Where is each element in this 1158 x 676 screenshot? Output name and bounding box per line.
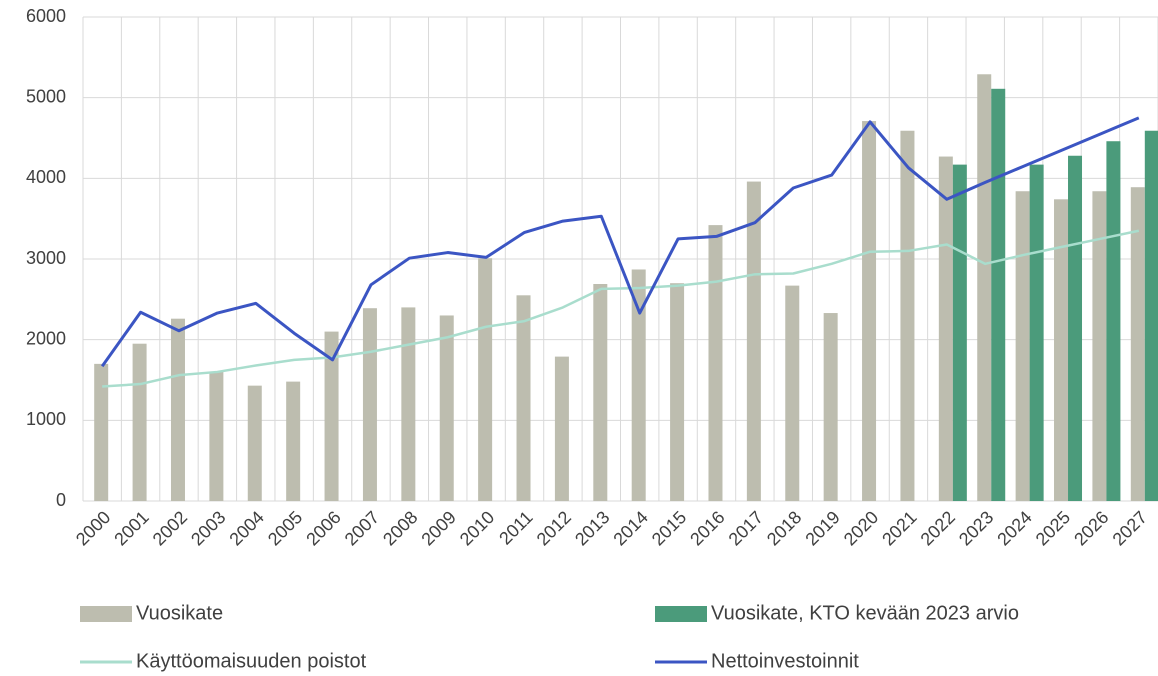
bar — [785, 285, 800, 501]
legend-swatch — [655, 606, 707, 622]
x-tick-label: 2001 — [110, 507, 152, 549]
x-tick-label: 2014 — [609, 507, 651, 549]
bar — [631, 269, 646, 501]
y-tick-label: 5000 — [26, 86, 66, 106]
bar — [1068, 155, 1083, 501]
x-tick-label: 2021 — [878, 507, 920, 549]
bar — [170, 318, 185, 501]
y-tick-label: 3000 — [26, 248, 66, 268]
bar — [401, 307, 416, 501]
bar — [1029, 164, 1044, 501]
bar — [94, 363, 109, 501]
x-tick-label: 2019 — [801, 507, 843, 549]
x-tick-label: 2017 — [725, 507, 767, 549]
y-tick-label: 1000 — [26, 409, 66, 429]
bar — [952, 164, 967, 501]
x-tick-label: 2006 — [302, 507, 344, 549]
x-tick-label: 2027 — [1109, 507, 1151, 549]
bar — [1130, 187, 1145, 501]
bar — [900, 130, 915, 502]
line — [102, 229, 1140, 388]
y-tick-label: 6000 — [26, 6, 66, 26]
x-tick-label: 2025 — [1032, 507, 1074, 549]
x-tick-label: 2026 — [1070, 507, 1112, 549]
legend-label: Vuosikate, KTO kevään 2023 arvio — [711, 602, 1019, 624]
x-tick-label: 2016 — [686, 507, 728, 549]
bar — [209, 371, 224, 501]
x-tick-label: 2003 — [187, 507, 229, 549]
bar — [478, 258, 493, 501]
bar — [1092, 191, 1107, 502]
x-tick-label: 2022 — [917, 507, 959, 549]
bar — [823, 313, 838, 501]
bar — [1015, 191, 1030, 502]
y-tick-label: 2000 — [26, 328, 66, 348]
bar — [1054, 199, 1069, 501]
bar — [670, 283, 685, 501]
bar — [362, 308, 377, 501]
x-tick-label: 2011 — [495, 507, 537, 549]
x-tick-label: 2018 — [763, 507, 805, 549]
line — [100, 116, 1140, 368]
x-tick-label: 2024 — [993, 507, 1035, 549]
x-tick-label: 2005 — [264, 507, 306, 549]
bar — [593, 284, 608, 501]
x-tick-label: 2007 — [341, 507, 383, 549]
bar — [132, 343, 147, 501]
bar — [938, 156, 953, 501]
x-tick-label: 2002 — [149, 507, 191, 549]
bar — [516, 295, 531, 501]
bar — [991, 88, 1006, 501]
bar — [286, 381, 301, 501]
x-tick-label: 2008 — [379, 507, 421, 549]
x-tick-label: 2020 — [840, 507, 882, 549]
bar — [708, 225, 723, 501]
legend-label: Nettoinvestoinnit — [711, 650, 859, 672]
bar — [439, 315, 454, 501]
bar — [247, 385, 262, 501]
bar — [977, 74, 992, 502]
y-tick-label: 0 — [56, 490, 66, 510]
bar — [862, 121, 877, 501]
y-tick-label: 4000 — [26, 167, 66, 187]
x-tick-label: 2015 — [648, 507, 690, 549]
legend-label: Vuosikate — [136, 602, 223, 624]
x-tick-label: 2000 — [72, 507, 114, 549]
legend-label: Käyttöomaisuuden poistot — [136, 650, 367, 672]
x-tick-label: 2013 — [571, 507, 613, 549]
x-tick-label: 2009 — [417, 507, 459, 549]
x-tick-label: 2023 — [955, 507, 997, 549]
bar — [1106, 141, 1121, 501]
bar — [324, 331, 339, 501]
bar — [554, 356, 569, 501]
bar — [746, 181, 761, 501]
legend-swatch — [80, 606, 132, 622]
x-tick-label: 2012 — [533, 507, 575, 549]
x-tick-label: 2010 — [456, 507, 498, 549]
x-tick-label: 2004 — [225, 507, 267, 549]
bar — [1144, 130, 1158, 502]
